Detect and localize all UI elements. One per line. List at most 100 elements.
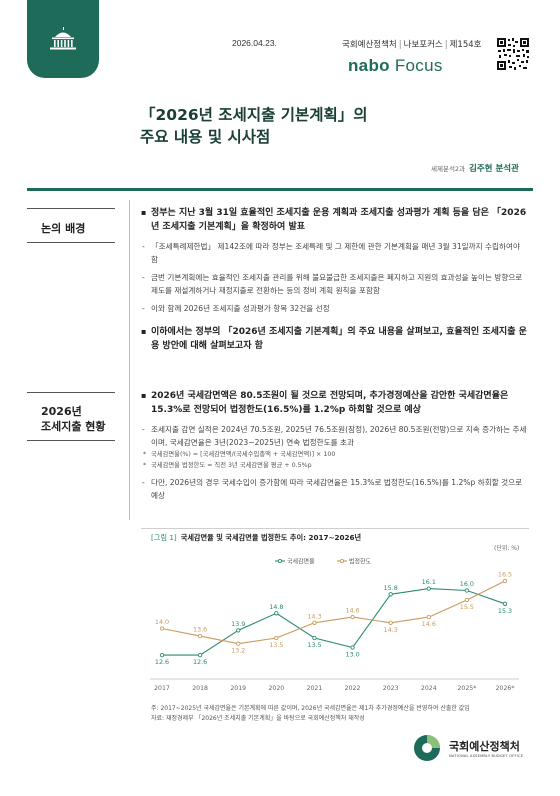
x-tick-label: 2019 [230, 685, 246, 692]
data-label: 13.6 [193, 626, 207, 634]
line-chart: 2017 2018 2019 2020 2021 2022 2023 2024 2025* 202… [150, 557, 519, 692]
data-point [388, 592, 393, 597]
data-label: 13.9 [231, 620, 245, 628]
data-label: 14.3 [307, 612, 321, 620]
column-divider [129, 200, 130, 520]
legend-marker [277, 558, 283, 564]
figure-divider [141, 528, 529, 529]
series-line-1 [162, 588, 506, 656]
bullet-point: 정부는 지난 3월 31일 효율적인 조세지출 운용 계획과 조세지출 성과평가… [141, 206, 529, 234]
series-name: 나보포커스 [403, 40, 443, 50]
x-tick-label: 2026* [496, 685, 515, 692]
data-point [350, 614, 355, 620]
section-divider [27, 440, 115, 441]
data-point [159, 626, 165, 631]
publication-date: 2026.04.23. [232, 38, 277, 48]
legend-label: 법정한도 [349, 557, 372, 565]
series-org: 국회예산정책처 [342, 40, 397, 50]
data-label: 16.0 [460, 580, 474, 588]
figure-number: [그림 1] [151, 533, 177, 542]
org-name-english: NATIONAL ASSEMBLY BUDGET OFFICE [449, 754, 524, 758]
author-info: 세제분석2과 김주현 분석관 [431, 162, 519, 174]
header-divider [27, 188, 533, 191]
x-tick-label: 2023 [383, 685, 399, 692]
national-assembly-icon [50, 27, 76, 50]
figure-source: 자료: 재정경제부 「2026년 조세지출 기본계획」을 바탕으로 국회예산정책… [151, 715, 365, 722]
data-point [312, 620, 317, 625]
data-label: 15.5 [460, 603, 474, 611]
data-point [426, 614, 431, 620]
data-label: 13.5 [307, 641, 321, 649]
header-emblem-box [27, 0, 99, 78]
data-label: 14.8 [269, 603, 283, 611]
data-label: 12.6 [155, 658, 169, 666]
figure-title-text: 국세감면율 및 국세감면율 법정한도 추이: 2017~2026년 [180, 533, 362, 542]
qr-code-icon[interactable] [496, 37, 530, 71]
formula-note: 국세감면율 법정한도 = 직전 3년 국세감면율 평균 + 0.5%p [141, 460, 529, 471]
data-point [388, 620, 393, 625]
data-label: 15.8 [384, 584, 398, 592]
series-info: 국회예산정책처 | 나보포커스 | 제154호 [342, 40, 482, 50]
data-point [426, 586, 431, 591]
section-label-status-line2: 조세지출 현황 [41, 420, 106, 433]
nabo-focus-logo: nabo Focus [348, 56, 443, 76]
title-line-2: 주요 내용 및 시사점 [140, 128, 271, 146]
data-label: 13.2 [231, 647, 245, 655]
section-divider [27, 242, 115, 243]
data-point [502, 601, 508, 606]
data-point [274, 635, 279, 641]
data-label: 15.3 [498, 607, 512, 615]
data-point [502, 578, 508, 584]
data-point [197, 652, 203, 658]
data-point [236, 641, 241, 646]
org-name: 국회예산정책처 [449, 740, 520, 753]
author-name: 김주현 분석관 [469, 164, 519, 174]
data-point [197, 633, 203, 639]
data-point [464, 597, 470, 603]
data-point [464, 588, 470, 593]
brand-left: nabo [348, 56, 390, 75]
data-point [236, 628, 241, 633]
data-label: 12.6 [193, 658, 207, 666]
title-line-1: 「2026년 조세지출 기본계획」의 [140, 106, 368, 124]
bullet-point: 이하에서는 정부의 「2026년 조세지출 기본계획」의 주요 내용을 살펴보고… [141, 325, 529, 353]
legend-marker [339, 558, 345, 564]
section-label-status-line1: 2026년 [41, 405, 82, 418]
x-tick-label: 2017 [154, 685, 170, 692]
data-label: 14.6 [422, 620, 436, 628]
author-dept: 세제분석2과 [431, 165, 466, 173]
data-point [312, 635, 317, 641]
data-label: 14.0 [155, 618, 169, 626]
data-point [274, 611, 279, 616]
series-line-2 [161, 580, 506, 645]
x-tick-label: 2020 [268, 685, 284, 692]
x-tick-label: 2021 [307, 685, 323, 692]
section-status-body: 2026년 국세감면액은 80.5조원이 될 것으로 전망되며, 추가경정예산을… [141, 389, 529, 502]
data-label: 14.6 [345, 607, 359, 615]
data-label: 14.3 [384, 626, 398, 634]
bullet-point: 2026년 국세감면액은 80.5조원이 될 것으로 전망되며, 추가경정예산을… [141, 389, 529, 417]
section-divider [27, 392, 115, 393]
data-point [159, 652, 165, 658]
data-point [350, 645, 355, 650]
data-label: 13.0 [345, 651, 359, 659]
figure-title: [그림 1] 국세감면율 및 국세감면율 법정한도 추이: 2017~2026년 [151, 533, 361, 543]
series-issue: 제154호 [449, 40, 482, 50]
nabo-emblem-icon [414, 735, 440, 761]
brand-right: Focus [394, 56, 443, 75]
formula-note: 국세감면율(%) = [국세감면액/(국세수입총액 + 국세감면액)] × 10… [141, 449, 529, 460]
legend-label: 국세감면율 [287, 557, 315, 565]
sub-point: 이와 함께 2026년 조세지출 성과평가 항목 32건을 선정 [141, 302, 529, 315]
sub-point: 조세지출 감면 실적은 2024년 70.5조원, 2025년 76.5조원(잠… [141, 423, 529, 449]
figure-footnote: 주: 2017~2025년 국세감면율은 기본계획에 따른 값이며, 2026년… [151, 705, 470, 712]
x-tick-label: 2022 [345, 685, 361, 692]
data-label: 16.1 [422, 578, 436, 586]
data-label: 16.5 [498, 571, 512, 579]
sub-point: 다만, 2026년의 경우 국세수입이 증가함에 따라 국세감면율은 15.3%… [141, 476, 529, 502]
section-label-background: 논의 배경 [41, 222, 86, 235]
x-tick-label: 2024 [421, 685, 437, 692]
section-background-body: 정부는 지난 3월 31일 효율적인 조세지출 운용 계획과 조세지출 성과평가… [141, 206, 529, 353]
data-label: 13.5 [269, 641, 283, 649]
section-divider [27, 208, 115, 209]
sub-point: 금번 기본계획에는 효율적인 조세지출 관리를 위해 불요불급한 조세지출은 폐… [141, 271, 529, 297]
